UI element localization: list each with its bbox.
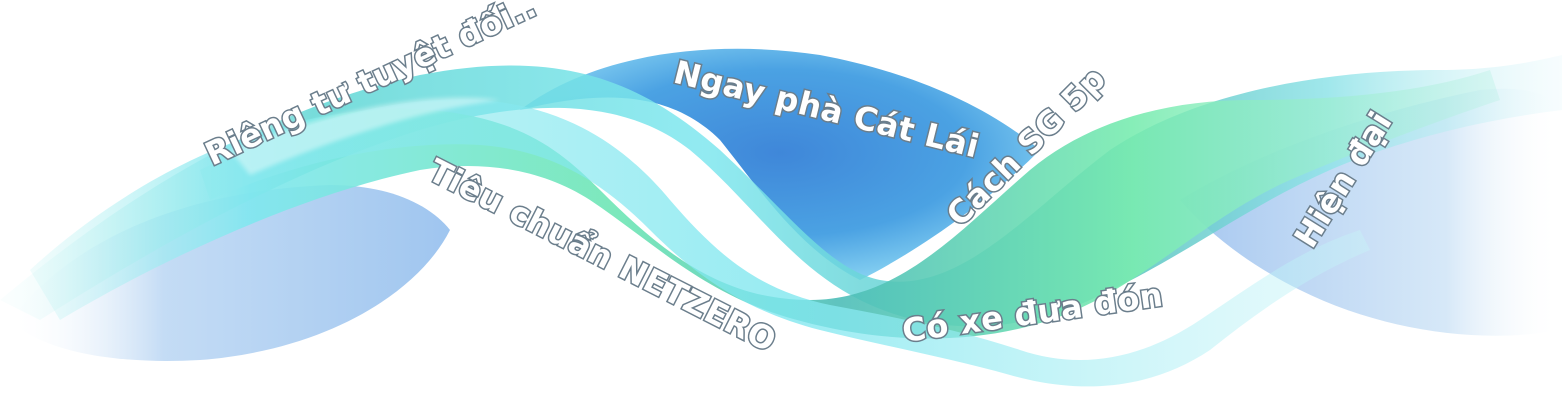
left-blue-lobe: [10, 185, 450, 361]
center-blue-lobe: [520, 48, 1040, 281]
ribbon-sheen: [230, 97, 500, 175]
